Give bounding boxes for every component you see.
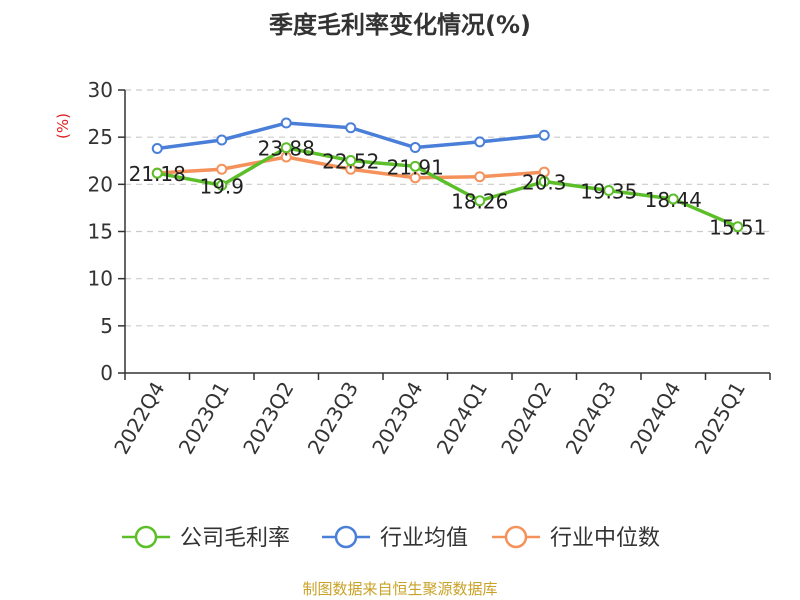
data-point — [409, 160, 421, 172]
x-tick-label: 2023Q3 — [303, 378, 363, 459]
data-label: 15.51 — [709, 216, 766, 240]
data-point — [280, 142, 292, 154]
legend-label: 公司毛利率 — [180, 526, 290, 551]
legend-label: 行业中位数 — [550, 526, 660, 551]
chart-title: 季度毛利率变化情况(%) — [269, 11, 531, 39]
data-point — [409, 172, 421, 184]
data-point — [667, 193, 679, 205]
y-tick-label: 25 — [88, 125, 113, 149]
y-tick-label: 0 — [100, 361, 113, 385]
data-point — [345, 155, 357, 167]
data-point — [538, 129, 550, 141]
data-label: 21.18 — [129, 162, 186, 186]
x-tick-label: 2024Q4 — [625, 378, 685, 459]
legend-label: 行业均值 — [380, 526, 468, 551]
x-tick-label: 2023Q2 — [238, 378, 298, 459]
series-lines — [151, 117, 744, 233]
data-point — [474, 136, 486, 148]
data-point — [538, 176, 550, 188]
y-axis-label: (%) — [54, 113, 72, 139]
data-point — [474, 195, 486, 207]
x-tick-label: 2022Q4 — [109, 378, 169, 459]
legend-marker — [504, 525, 528, 549]
data-point — [280, 117, 292, 129]
legend-item[interactable]: 公司毛利率 — [122, 525, 290, 551]
data-label: 20.3 — [522, 171, 567, 195]
data-point — [409, 142, 421, 154]
data-label: 18.26 — [451, 190, 508, 214]
y-tick-label: 30 — [88, 78, 113, 102]
data-point — [151, 142, 163, 154]
y-tick-label: 10 — [88, 267, 113, 291]
data-point — [474, 171, 486, 183]
axes: 0 5 10 15 20 25 30 2022Q4 2023Q1 2023Q2 2023Q3 2023… — [88, 78, 771, 459]
x-tick-label: 2025Q1 — [690, 378, 750, 459]
data-point — [603, 184, 615, 196]
data-label: 19.9 — [199, 174, 244, 198]
x-tick-label: 2024Q3 — [561, 378, 621, 459]
data-point — [732, 221, 744, 233]
data-point — [216, 134, 228, 146]
data-point — [216, 163, 228, 175]
data-label: 19.35 — [580, 179, 637, 203]
data-label: 18.44 — [645, 188, 702, 212]
x-tick-label: 2023Q1 — [174, 378, 234, 459]
data-point — [151, 167, 163, 179]
legend-item[interactable]: 行业均值 — [322, 525, 468, 551]
series-line — [156, 145, 739, 229]
x-tick-label: 2024Q2 — [496, 378, 556, 459]
y-tick-label: 15 — [88, 220, 113, 244]
legend-marker — [334, 525, 358, 549]
y-tick-label: 20 — [88, 172, 113, 196]
data-label: 22.52 — [322, 150, 379, 174]
x-tick-label: 2023Q4 — [367, 378, 427, 459]
data-point — [216, 179, 228, 191]
y-tick-label: 5 — [100, 314, 113, 338]
data-label: 21.91 — [387, 155, 444, 179]
x-tick-label: 2024Q1 — [432, 378, 492, 459]
data-label: 23.88 — [258, 137, 315, 161]
legend: 公司毛利率 行业均值 行业中位数 — [122, 525, 660, 551]
data-labels: 21.18 19.9 23.88 22.52 21.91 18.26 20.3 19.35 18… — [129, 137, 767, 240]
data-point — [345, 122, 357, 134]
legend-marker — [134, 525, 158, 549]
source-note: 制图数据来自恒生聚源数据库 — [302, 580, 497, 598]
legend-item[interactable]: 行业中位数 — [492, 525, 660, 551]
